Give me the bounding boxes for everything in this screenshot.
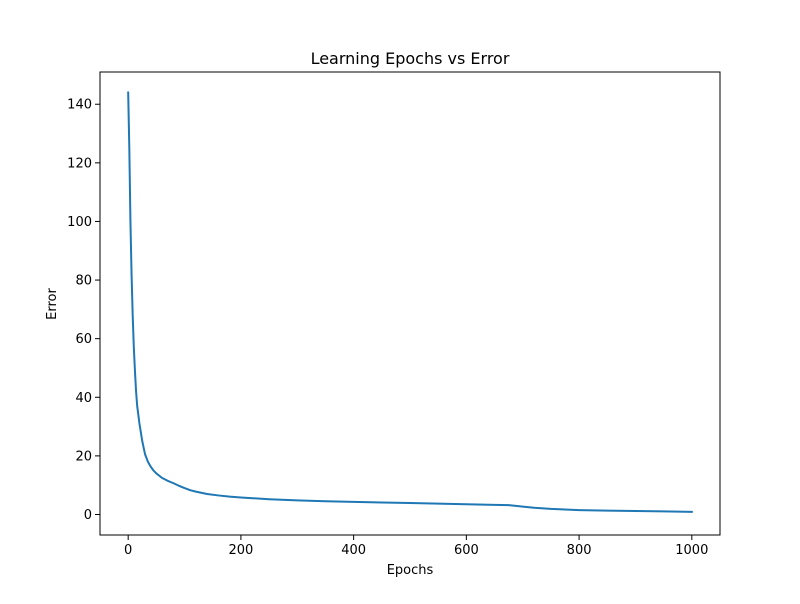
y-tick-label: 0 <box>84 508 92 523</box>
x-tick-label: 600 <box>454 543 479 558</box>
y-tick-label: 120 <box>67 156 92 171</box>
y-tick-label: 80 <box>75 274 92 289</box>
x-tick-label: 400 <box>341 543 366 558</box>
chart-title: Learning Epochs vs Error <box>311 49 510 68</box>
y-tick-label: 60 <box>75 332 92 347</box>
x-tick-label: 1000 <box>675 543 708 558</box>
series-line-0 <box>127 91 693 513</box>
axes-frame <box>99 71 721 536</box>
y-tick-label: 100 <box>67 215 92 230</box>
x-axis-label: Epochs <box>387 563 434 578</box>
y-axis-label: Error <box>45 288 60 320</box>
plot-area: 0 200 400 600 800 1000 0 20 40 60 80 100 120 140 <box>67 71 721 558</box>
x-tick-label: 200 <box>228 543 253 558</box>
x-tick-label: 800 <box>567 543 592 558</box>
x-tick-label: 0 <box>124 543 132 558</box>
y-tick-label: 40 <box>75 391 92 406</box>
y-tick-label: 140 <box>67 98 92 113</box>
y-tick-label: 20 <box>75 449 92 464</box>
